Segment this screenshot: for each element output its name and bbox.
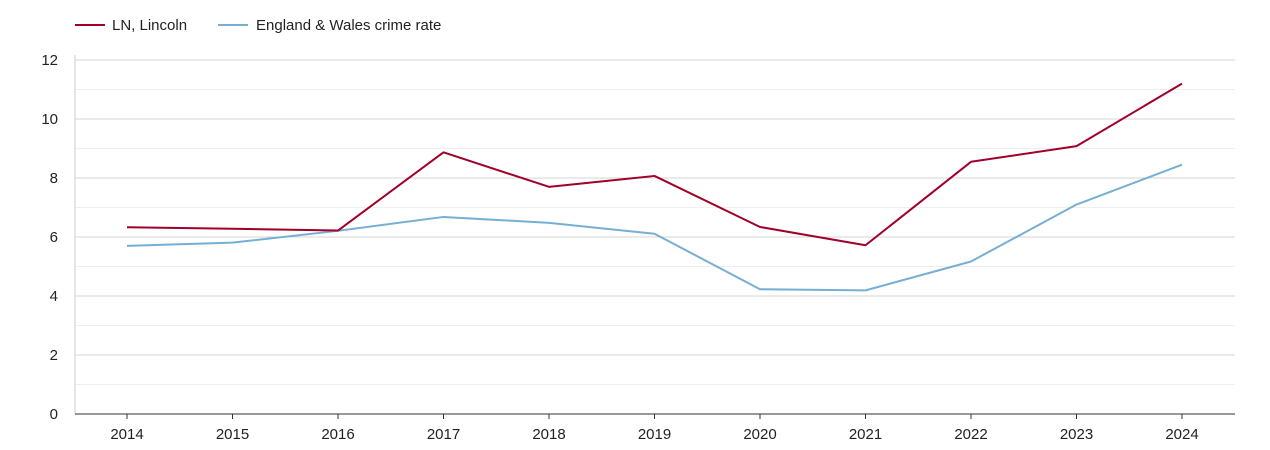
series-line-lincoln	[126, 82, 1183, 247]
x-tick-label: 2019	[638, 426, 671, 443]
x-tick-label: 2020	[743, 426, 776, 443]
x-tick-label: 2024	[1165, 426, 1198, 443]
y-tick-label: 0	[50, 406, 58, 423]
y-tick-label: 6	[50, 229, 58, 246]
legend-item-england-wales[interactable]: England & Wales crime rate	[218, 17, 441, 34]
series-lines	[126, 82, 1183, 292]
x-tick-label: 2015	[216, 426, 249, 443]
legend-label-lincoln: LN, Lincoln	[112, 17, 187, 34]
x-tick-label: 2017	[427, 426, 460, 443]
legend: LN, Lincoln England & Wales crime rate	[75, 17, 441, 34]
y-tick-label: 2	[50, 347, 58, 364]
x-tick-label: 2014	[110, 426, 143, 443]
x-tick-labels: 2014 2015 2016 2017 2018 2019 2020 2021 2022 2023…	[110, 414, 1199, 443]
gridlines	[75, 59, 1235, 385]
series-line-england-wales	[126, 163, 1183, 292]
x-tick-label: 2022	[954, 426, 987, 443]
y-tick-labels: 0 2 4 6 8 10 12	[41, 52, 58, 423]
legend-label-england-wales: England & Wales crime rate	[256, 17, 441, 34]
y-tick-label: 10	[41, 111, 58, 128]
x-tick-label: 2018	[532, 426, 565, 443]
x-tick-label: 2023	[1060, 426, 1093, 443]
y-tick-label: 12	[41, 52, 58, 69]
y-tick-label: 8	[50, 170, 58, 187]
y-tick-label: 4	[50, 288, 58, 305]
x-tick-label: 2021	[849, 426, 882, 443]
legend-item-lincoln[interactable]: LN, Lincoln	[75, 17, 187, 34]
x-tick-label: 2016	[321, 426, 354, 443]
